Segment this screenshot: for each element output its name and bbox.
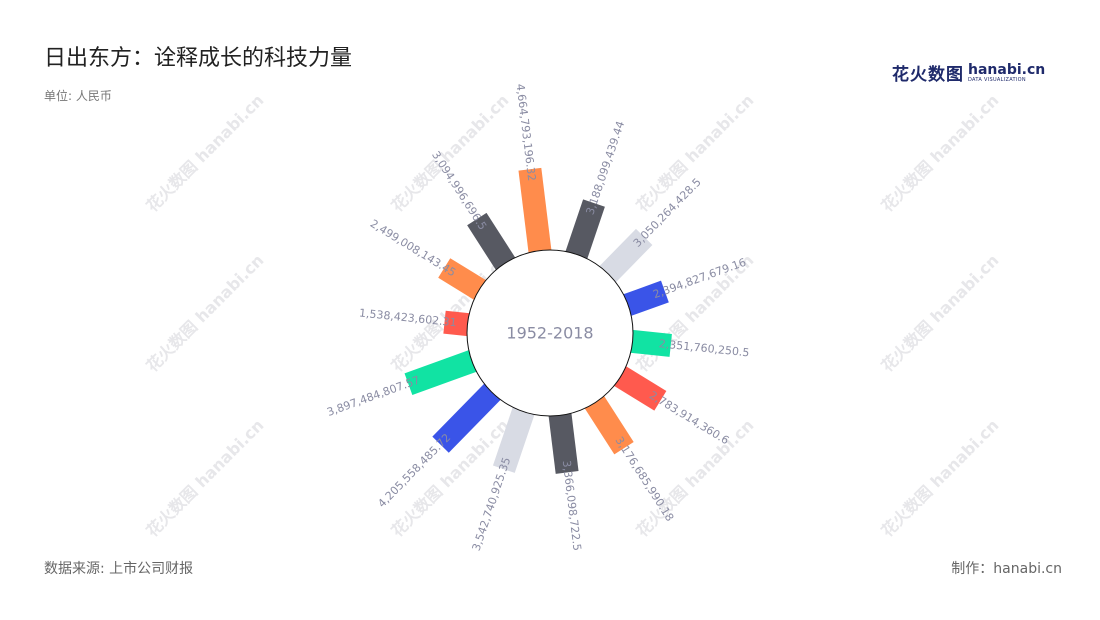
radial-bar[interactable]	[404, 348, 482, 395]
logo-text-en: hanabi.cn DATA VISUALIZATION	[968, 63, 1045, 83]
logo-sub-text: DATA VISUALIZATION	[968, 76, 1026, 83]
bar-value-label: 3,542,740,925.35	[470, 456, 514, 553]
radial-bar[interactable]	[563, 199, 605, 264]
radial-bar[interactable]	[547, 408, 579, 474]
bar-value-label: 3,188,099,439.44	[584, 119, 628, 216]
logo-text-cn: 花火数图	[892, 65, 964, 85]
radial-bar[interactable]	[438, 258, 491, 303]
bar-value-label: 4,205,558,485.72	[375, 431, 453, 510]
bar-value-label: 3,897,484,807.57	[325, 373, 422, 419]
radial-bar[interactable]	[518, 167, 553, 258]
credit-text: 制作：hanabi.cn	[951, 561, 1062, 577]
logo-main-text: hanabi.cn	[968, 61, 1046, 78]
center-circle	[466, 249, 634, 417]
center-label: 1952-2018	[506, 324, 593, 343]
radial-bar[interactable]	[467, 212, 519, 275]
radial-bar[interactable]	[625, 329, 672, 357]
bar-value-label: 2,499,008,143.45	[368, 217, 458, 279]
radial-bar[interactable]	[618, 280, 669, 318]
bar-value-label: 4,664,793,196.32	[513, 83, 538, 182]
brand-logo: 花火数图 hanabi.cn DATA VISUALIZATION	[892, 60, 1045, 86]
unit-label: 单位: 人民币	[44, 89, 112, 103]
radial-bar[interactable]	[432, 379, 505, 453]
bar-value-label: 2,394,827,679.16	[651, 256, 748, 302]
radial-bar[interactable]	[595, 228, 653, 287]
bar-value-label: 1,538,423,602.31	[358, 306, 457, 329]
data-source: 数据来源: 上市公司财报	[44, 561, 194, 577]
bar-value-label: 2,351,760,250.5	[658, 337, 750, 359]
bar-value-label: 3,050,264,428.5	[631, 176, 704, 250]
bar-value-label: 3,094,996,696.5	[429, 149, 489, 233]
radial-bar[interactable]	[492, 402, 537, 473]
chart-title: 日出东方：诠释成长的科技力量	[44, 46, 353, 71]
radial-bar[interactable]	[609, 363, 667, 411]
radial-bar[interactable]	[581, 391, 634, 455]
bar-value-label: 3,366,098,722.5	[560, 460, 584, 552]
bar-value-label: 2,783,914,360.6	[647, 389, 731, 448]
bar-value-label: 3,176,685,990.18	[612, 434, 676, 523]
